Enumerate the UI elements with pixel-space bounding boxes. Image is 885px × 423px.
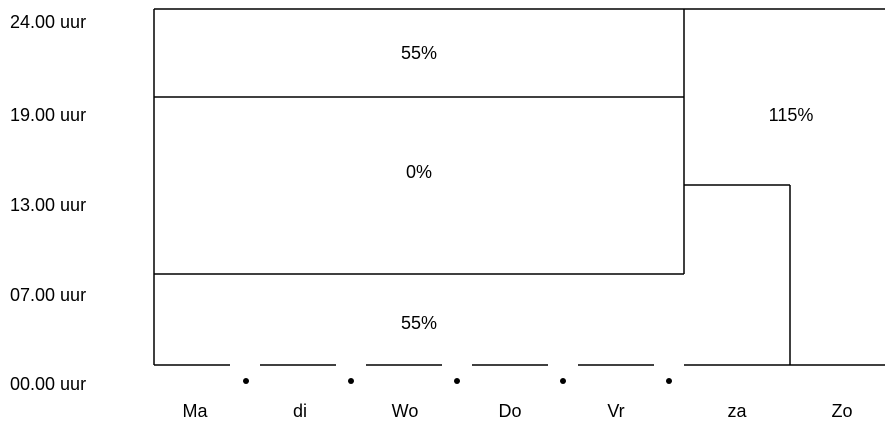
day-separator-dot [560, 378, 566, 384]
day-separator-dot [243, 378, 249, 384]
time-label-2400: 24.00 uur [10, 12, 86, 32]
region-weekend-percent: 115% [769, 105, 814, 125]
time-label-0000: 00.00 uur [10, 374, 86, 394]
day-label-wo: Wo [392, 401, 419, 421]
day-separator-dot [666, 378, 672, 384]
day-label-zo: Zo [831, 401, 852, 421]
day-separator-dot [454, 378, 460, 384]
time-label-1300: 13.00 uur [10, 195, 86, 215]
day-label-di: di [293, 401, 307, 421]
region-weekday-night-percent: 55% [401, 313, 437, 333]
time-label-0700: 07.00 uur [10, 285, 86, 305]
day-separator-dot [348, 378, 354, 384]
day-label-do: Do [498, 401, 521, 421]
day-label-vr: Vr [607, 401, 624, 421]
region-weekday-evening-percent: 55% [401, 43, 437, 63]
region-weekday-day-percent: 0% [406, 162, 432, 182]
time-label-1900: 19.00 uur [10, 105, 86, 125]
day-label-ma: Ma [182, 401, 208, 421]
day-label-za: za [727, 401, 747, 421]
